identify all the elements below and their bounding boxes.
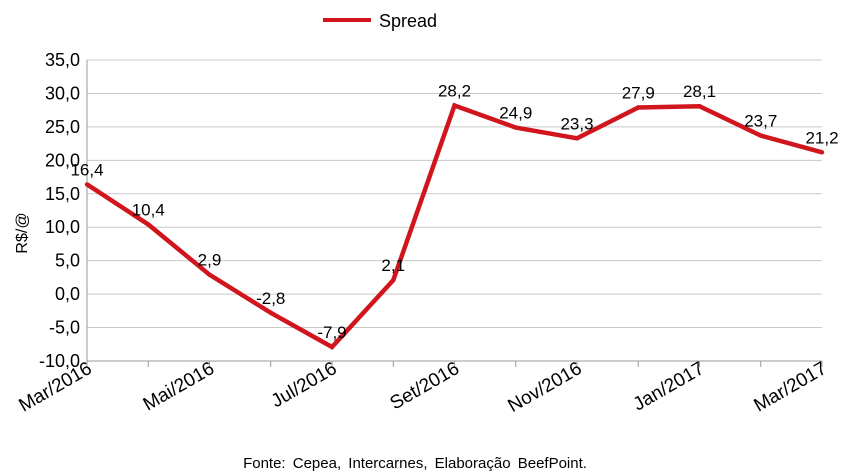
data-point bbox=[758, 133, 763, 138]
data-label: 21,2 bbox=[805, 128, 838, 147]
y-tick-labels: 35,0 30,0 25,0 20,0 15,0 10,0 5,0 0,0 -5,0 -10,0 bbox=[39, 50, 80, 371]
x-tick-label: Mai/2016 bbox=[140, 358, 218, 415]
data-label: 2,9 bbox=[198, 251, 222, 270]
data-label: 10,4 bbox=[132, 201, 165, 220]
y-tick-label: 30,0 bbox=[45, 83, 80, 103]
data-point bbox=[452, 103, 457, 108]
data-point bbox=[207, 272, 212, 277]
data-point bbox=[268, 310, 273, 316]
y-axis-title: R$/@ bbox=[14, 212, 31, 253]
data-label: 28,2 bbox=[438, 81, 471, 100]
data-label: -7,9 bbox=[317, 323, 346, 342]
y-tick-label: 25,0 bbox=[45, 117, 80, 137]
x-tick-label: Mar/2017 bbox=[750, 358, 830, 416]
y-tick-label: 35,0 bbox=[45, 50, 80, 70]
data-point bbox=[513, 125, 518, 130]
y-tick-label: 0,0 bbox=[55, 284, 80, 304]
data-point bbox=[329, 344, 335, 350]
source-caption: Fonte: Cepea, Intercarnes, Elaboração Be… bbox=[243, 455, 587, 472]
y-tick-label: 5,0 bbox=[55, 251, 80, 271]
series-line-spread bbox=[85, 102, 823, 350]
data-label: 28,1 bbox=[683, 82, 716, 101]
data-label: 27,9 bbox=[622, 83, 655, 102]
data-label: 2,1 bbox=[381, 256, 405, 275]
legend-label-spread: Spread bbox=[379, 11, 437, 31]
data-labels: 16,4 10,4 2,9 -2,8 -7,9 2,1 28,2 24,9 23,3 27,9 28… bbox=[70, 81, 838, 341]
x-tick-label: Set/2016 bbox=[387, 358, 463, 414]
x-tick-labels: Mar/2016 Mai/2016 Jul/2016 Set/2016 Nov/2016… bbox=[15, 358, 830, 417]
y-tick-label: 20,0 bbox=[45, 150, 80, 170]
y-tick-label: 15,0 bbox=[45, 184, 80, 204]
data-point bbox=[84, 182, 90, 187]
y-tick-label: -10,0 bbox=[39, 351, 80, 371]
x-tick-label: Nov/2016 bbox=[505, 358, 586, 417]
y-tick-label: -5,0 bbox=[49, 318, 80, 338]
data-label: 23,7 bbox=[744, 112, 777, 131]
y-tick-label: 10,0 bbox=[45, 217, 80, 237]
data-point bbox=[146, 222, 151, 227]
data-point bbox=[574, 136, 580, 141]
data-label: 16,4 bbox=[70, 160, 103, 179]
legend: Spread bbox=[323, 11, 437, 31]
data-point bbox=[819, 150, 825, 155]
data-label: 24,9 bbox=[499, 104, 532, 123]
data-point bbox=[391, 277, 396, 283]
data-point bbox=[636, 105, 641, 110]
axes bbox=[86, 60, 823, 367]
x-tick-label: Jul/2016 bbox=[268, 358, 341, 412]
data-label: 23,3 bbox=[560, 114, 593, 133]
series-layer bbox=[84, 102, 825, 350]
x-tick-label: Jan/2017 bbox=[630, 358, 708, 415]
data-point bbox=[697, 103, 702, 109]
data-label: -2,8 bbox=[256, 289, 285, 308]
